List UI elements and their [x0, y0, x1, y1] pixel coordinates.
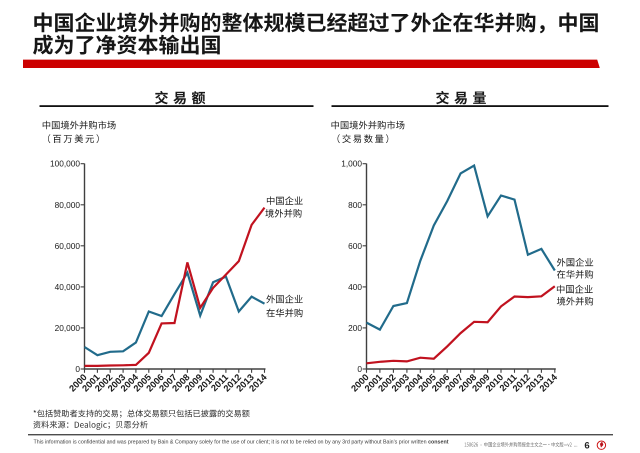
svg-text:20,000: 20,000 [55, 323, 81, 333]
svg-text:60,000: 60,000 [55, 241, 81, 251]
svg-text:40,000: 40,000 [55, 282, 81, 292]
svg-text:800: 800 [348, 200, 362, 210]
svg-text:1,000: 1,000 [341, 159, 362, 169]
svg-text:600: 600 [348, 241, 362, 251]
svg-text:400: 400 [348, 282, 362, 292]
svg-text:0: 0 [75, 364, 80, 374]
svg-text:This information is confidenti: This information is confidential and was… [34, 439, 449, 445]
svg-text:6: 6 [584, 440, 589, 451]
svg-text:80,000: 80,000 [55, 200, 81, 210]
svg-text:0: 0 [357, 364, 362, 374]
svg-text:100,000: 100,000 [50, 159, 80, 169]
svg-text:200: 200 [348, 323, 362, 333]
